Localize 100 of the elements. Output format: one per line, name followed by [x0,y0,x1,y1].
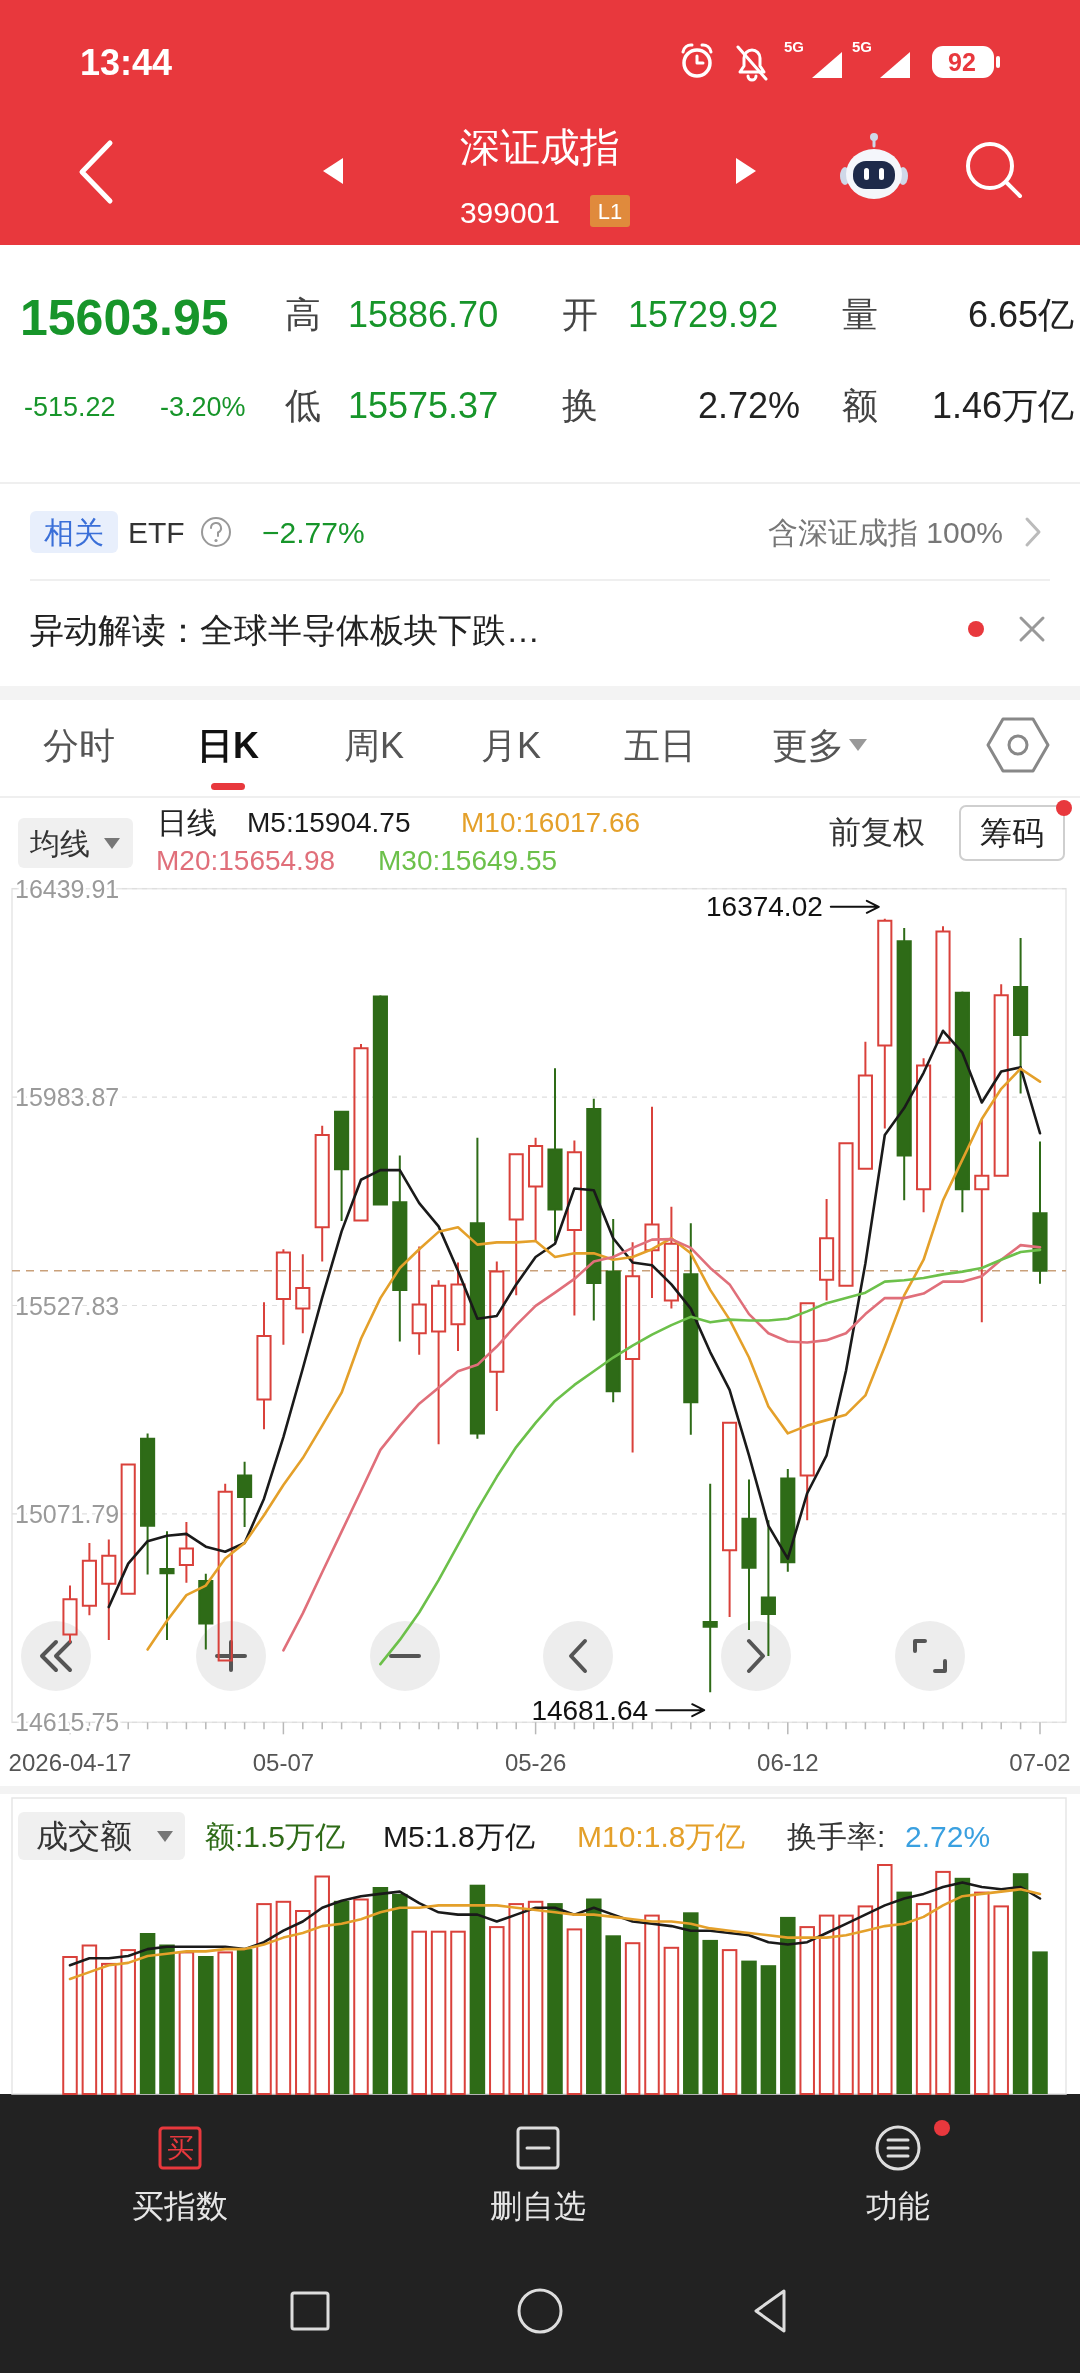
candlestick [625,1241,641,1454]
candlestick [101,1538,117,1641]
bar [62,1956,78,2095]
text: 换 [562,384,598,426]
candlestick [528,1136,544,1242]
text: 1.46万亿 [931,384,1074,426]
text: 15886.70 [348,293,499,335]
candlestick [431,1279,447,1446]
candlestick [1013,937,1029,1095]
bar [256,1903,272,2095]
candlestick [1032,1140,1048,1285]
bar [877,1864,893,2095]
candlestick [605,1218,621,1404]
bar [81,1944,98,2095]
text: 均线 [29,826,90,860]
bar [450,1930,466,2095]
text: 开 [562,293,598,335]
text: 分时 [43,724,115,766]
text: 月K [480,724,542,766]
bar [527,1900,544,2095]
series-label: M5:1.8万亿 [383,1819,535,1853]
candlestick [760,1519,776,1657]
bar [644,1914,660,2095]
candlestick [586,1097,602,1322]
candlestick [663,1205,679,1310]
candlestick [857,1040,873,1170]
bar [392,1893,408,2094]
candlestick [372,994,388,1206]
text: 额 [842,384,878,426]
bar [857,1905,874,2095]
bar [101,1962,117,2095]
text: 5G [851,37,873,55]
text: 含深证成指 100% [767,515,1003,549]
text: M20:15654.98 [156,844,336,876]
bar [353,1898,369,2095]
text: 15575.37 [348,384,499,426]
candlestick [702,1482,718,1694]
bar [838,1914,854,2095]
text: M10:1.8万亿 [577,1819,746,1853]
candlestick [508,1153,524,1297]
candlestick [353,1043,369,1222]
text: M10:16017.66 [461,806,641,838]
bar [139,1933,156,2094]
candlestick [644,1105,660,1300]
text: M30:15649.55 [378,844,558,876]
candlestick [722,1421,738,1619]
text: 前复权 [829,814,925,850]
candlestick [178,1521,194,1584]
candlestick [683,1222,699,1436]
y-tick-label: 15071.79 [15,1499,120,1528]
bar [993,1905,1009,2095]
text: −2.77% [262,515,365,549]
candlestick [489,1260,505,1412]
bar [1032,1951,1048,2094]
text: 5G [783,37,805,55]
bar [818,1914,835,2095]
text: 2.72% [905,1819,991,1853]
text: -515.22 [24,392,116,422]
bar [702,1939,718,2094]
text: 五日 [624,724,696,766]
x-tick-label: 05-26 [504,1748,567,1776]
text: 相关 [44,515,104,549]
bar [159,1944,175,2094]
candlestick [159,1530,175,1641]
bar [489,1926,505,2095]
candlestick [877,917,893,1130]
y-tick-label: 15983.87 [15,1083,120,1112]
text: 15603.95 [20,290,229,346]
candlestick [780,1468,796,1573]
x-tick-label: 06-12 [757,1748,819,1776]
x-tick-label: 05-07 [252,1748,315,1776]
text: 量 [842,293,878,335]
bar [1012,1873,1029,2094]
bar [605,1935,621,2094]
candlestick [314,1124,330,1263]
candlestick [120,1462,136,1595]
text: 15729.92 [628,293,779,335]
candlestick [275,1248,291,1346]
text: M5:15904.75 [247,806,411,838]
text: 买 [166,2133,194,2163]
candlestick [993,983,1009,1177]
bar [663,1946,680,2095]
bar [896,1891,912,2094]
bar [372,1887,389,2094]
bar [217,1951,233,2095]
bar [314,1875,330,2095]
text: 异动解读：全球半导体板块下跌… [30,611,540,649]
bar [915,1903,932,2095]
candlestick [256,1301,272,1431]
candlestick [819,1197,835,1302]
text: 换手率: [787,1819,886,1853]
text: 删自选 [490,2188,586,2224]
text: L1 [597,198,623,224]
line-series [146,1067,1042,1651]
text: 周K [343,724,405,766]
text: 高 [285,293,321,335]
x-tick-label: 07-02 [1009,1748,1071,1776]
candlestick [334,1110,350,1222]
text: 筹码 [980,815,1044,851]
line-series [379,1248,1042,1666]
